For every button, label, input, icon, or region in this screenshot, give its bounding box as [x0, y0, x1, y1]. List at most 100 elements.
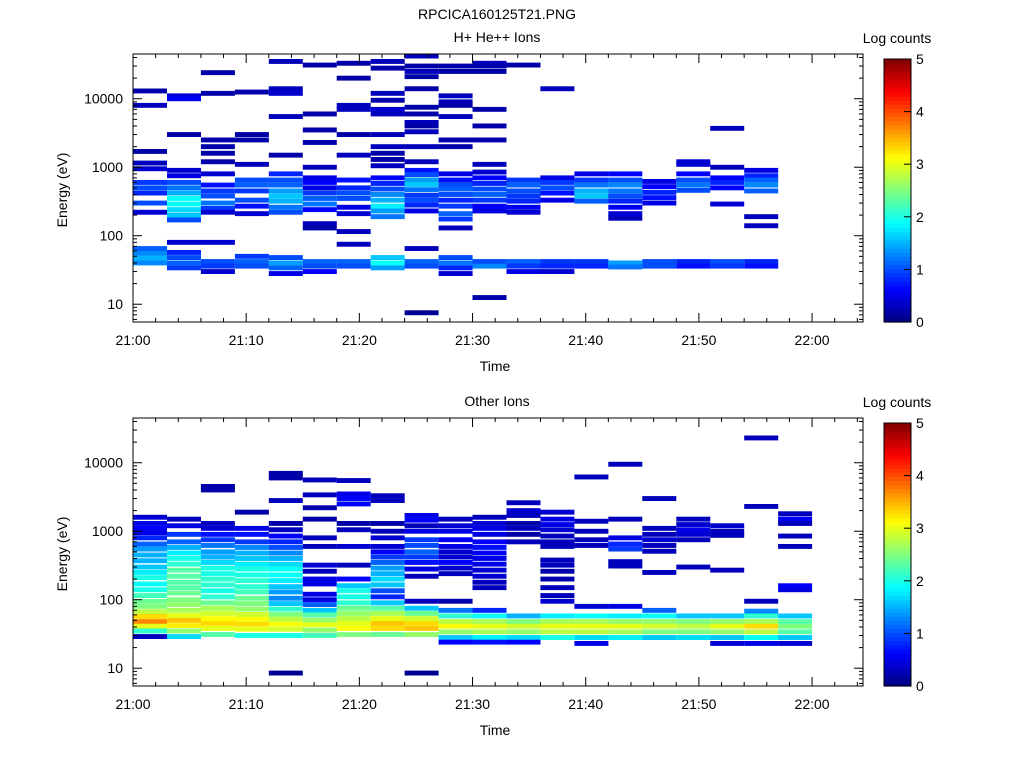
panel2-cell	[778, 521, 813, 526]
panel1-cell	[268, 209, 303, 215]
panel1-colorbar-segment	[884, 280, 911, 286]
panel2-cell	[336, 626, 371, 631]
panel2-cell	[642, 548, 677, 554]
panel1-cell	[268, 198, 303, 204]
panel2-cell	[234, 612, 269, 617]
panel2-cell	[234, 616, 269, 622]
panel2-cell	[302, 591, 337, 597]
panel2-cell	[336, 611, 371, 616]
panel2-cell	[370, 576, 405, 582]
panel1-axes: 10 100 1000 10000 21:00 21:10 21:20 21:30 21:40 2…	[84, 54, 863, 348]
panel2-cell	[642, 537, 677, 543]
panel2-cell	[574, 537, 609, 543]
panel1-cell	[302, 196, 337, 201]
panel2-cell	[370, 521, 405, 526]
panel1-colorbar-segment	[884, 301, 911, 307]
panel1-cell	[336, 259, 371, 264]
panel2-colorbar-segment	[884, 538, 911, 543]
panel2-cell	[200, 600, 235, 606]
panel1-cell	[234, 188, 269, 194]
panel2-cell	[336, 544, 371, 549]
panel2-cell	[302, 544, 337, 549]
panel1-cell	[438, 171, 473, 177]
panel2-cell	[302, 535, 337, 541]
panel2-cell	[642, 623, 677, 629]
panel2-cell	[133, 535, 167, 541]
panel1-colorbar-segment	[884, 268, 911, 274]
panel1-cell	[133, 246, 167, 251]
panel2-cell	[268, 566, 303, 572]
panel1-colorbar-tick-label: 2	[916, 209, 924, 225]
panel2-colorbar: 0 1 2 3 4 5	[883, 415, 924, 694]
panel1-cell	[234, 203, 269, 209]
panel2-cell	[336, 600, 371, 606]
panel2-cell	[404, 537, 439, 543]
panel1-cell	[506, 62, 541, 68]
panel1-cell	[608, 215, 643, 221]
panel1-colorbar-segment	[884, 100, 911, 105]
figure-title: RPCICA160125T21.PNG	[418, 6, 576, 22]
panel2-cell	[167, 545, 201, 550]
panel2-cell	[506, 539, 541, 545]
panel1-cell	[370, 111, 405, 117]
panel1-cell	[200, 269, 235, 274]
panel1-cell	[404, 172, 439, 178]
panel1-cell	[404, 197, 439, 203]
panel1-colorbar-segment	[884, 145, 911, 151]
panel1-colorbar-segment	[884, 248, 911, 253]
panel2-cell	[540, 568, 575, 574]
panel1-cell	[472, 192, 507, 197]
panel2-cell	[710, 528, 745, 534]
panel1-cell	[167, 132, 201, 137]
panel2-colorbar-segment	[884, 632, 911, 638]
panel2-cell	[167, 628, 201, 634]
panel2-cell	[676, 531, 711, 537]
panel1-cell	[540, 86, 575, 92]
panel2-cell	[133, 525, 167, 531]
panel2-cell	[234, 589, 269, 595]
panel1-colorbar-segment	[884, 256, 911, 261]
panel1-cell	[336, 75, 371, 81]
panel2-cell	[268, 616, 303, 622]
panel2-cell	[336, 616, 371, 621]
panel2-colorbar-segment	[884, 423, 911, 428]
panel1-cell	[744, 182, 779, 188]
panel2-cell	[540, 576, 575, 582]
panel2-colorbar-tick-label: 1	[916, 625, 924, 641]
panel2-cell	[778, 544, 813, 549]
panel2-cell	[234, 572, 269, 578]
panel1-colorbar-segment	[884, 223, 911, 229]
panel2-cell	[370, 600, 405, 606]
panel1-cell	[133, 255, 167, 261]
panel1-cell	[302, 175, 337, 181]
panel2-cell	[540, 533, 575, 539]
panel1-colorbar-segment	[884, 239, 911, 245]
panel2-cell	[133, 619, 167, 624]
panel1-cell	[472, 263, 507, 269]
panel1-colorbar-tick-label: 3	[916, 156, 924, 172]
panel1-cell	[200, 200, 235, 206]
panel1-colorbar-segment	[884, 198, 911, 204]
panel2-colorbar-segment	[884, 521, 911, 527]
panel2-cell	[710, 567, 745, 573]
panel2-cell	[438, 565, 473, 571]
panel1-cell	[167, 212, 201, 218]
panel2-cell	[472, 607, 507, 613]
panel2-cell	[234, 525, 269, 531]
panel1-cell	[710, 263, 745, 269]
panel2-cell	[268, 633, 303, 638]
panel1-cell	[744, 188, 779, 194]
panel2-colorbar-segment	[884, 616, 911, 621]
panel2-cell	[302, 633, 337, 638]
panel2-cell	[370, 549, 405, 555]
panel1-colorbar-segment	[884, 91, 911, 97]
panel1-cell	[472, 197, 507, 203]
panel2-cell	[676, 516, 711, 522]
panel1-cell	[200, 206, 235, 211]
panel1-colorbar-segment	[884, 182, 911, 187]
panel2-cell	[642, 619, 677, 624]
panel1-colorbar-segment	[884, 305, 911, 311]
panel1-cell	[370, 192, 405, 197]
panel2-cell	[268, 606, 303, 612]
panel1-cell	[167, 255, 201, 260]
